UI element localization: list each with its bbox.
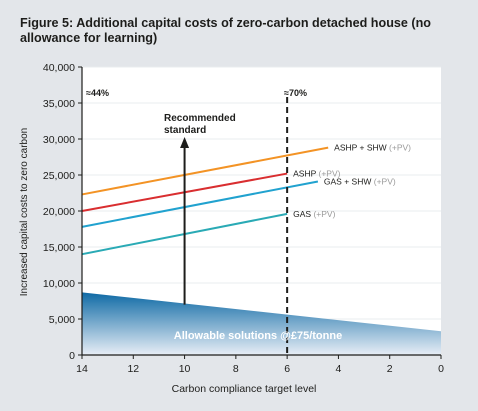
series-label: ASHP (+PV) bbox=[293, 169, 340, 179]
series-suffix: (+PV) bbox=[316, 169, 340, 179]
series-suffix: (+PV) bbox=[311, 209, 335, 219]
series-label: GAS (+PV) bbox=[293, 209, 335, 219]
arrow-head bbox=[180, 137, 190, 148]
x-axis-title: Carbon compliance target level bbox=[172, 383, 317, 395]
y-tick-label: 25,000 bbox=[43, 170, 75, 182]
x-tick-label: 10 bbox=[179, 363, 191, 375]
y-tick-label: 20,000 bbox=[43, 206, 75, 218]
y-axis-title: Increased capital costs to zero carbon bbox=[19, 128, 30, 296]
x-tick-label: 2 bbox=[387, 363, 393, 375]
series-suffix: (+PV) bbox=[371, 176, 395, 186]
figure-title: Figure 5: Additional capital costs of ze… bbox=[20, 16, 431, 45]
recommended-arrow bbox=[180, 137, 190, 305]
x-tick-label: 6 bbox=[284, 363, 290, 375]
y-tick-label: 35,000 bbox=[43, 98, 75, 110]
series-name: ASHP bbox=[293, 169, 316, 179]
allowable-solutions-area bbox=[82, 292, 441, 355]
series-name: GAS + SHW bbox=[324, 176, 371, 186]
x-tick-label: 14 bbox=[76, 363, 88, 375]
x-tick-label: 8 bbox=[233, 363, 239, 375]
y-tick-label: 10,000 bbox=[43, 278, 75, 290]
y-axis-ticks: 0 5,000 10,000 15,000 20,000 25,000 30,000 35,0… bbox=[43, 62, 82, 362]
series-line bbox=[81, 180, 319, 228]
area-label: Allowable solutions @£75/tonne bbox=[174, 330, 342, 342]
series-name: GAS bbox=[293, 209, 311, 219]
x-tick-label: 4 bbox=[336, 363, 342, 375]
y-tick-label: 0 bbox=[69, 350, 75, 362]
series-name: ASHP + SHW bbox=[334, 143, 387, 153]
y-tick-label: 30,000 bbox=[43, 134, 75, 146]
series-suffix: (+PV) bbox=[387, 143, 411, 153]
x-axis-ticks: 14 12 10 8 6 4 2 0 bbox=[76, 355, 444, 375]
vline-label: ≈70% bbox=[284, 88, 307, 98]
series-line bbox=[81, 146, 329, 196]
series-label: ASHP + SHW (+PV) bbox=[334, 143, 411, 153]
y-tick-label: 15,000 bbox=[43, 242, 75, 254]
x-tick-label: 0 bbox=[438, 363, 444, 375]
y-tick-label: 5,000 bbox=[49, 314, 75, 326]
arrow-label-line-2: standard bbox=[164, 125, 206, 136]
series-label: GAS + SHW (+PV) bbox=[324, 176, 396, 186]
left-percent-label: ≈44% bbox=[86, 88, 109, 98]
y-tick-label: 40,000 bbox=[43, 62, 75, 74]
x-tick-label: 12 bbox=[127, 363, 139, 375]
arrow-label-line-1: Recommended bbox=[164, 113, 236, 124]
